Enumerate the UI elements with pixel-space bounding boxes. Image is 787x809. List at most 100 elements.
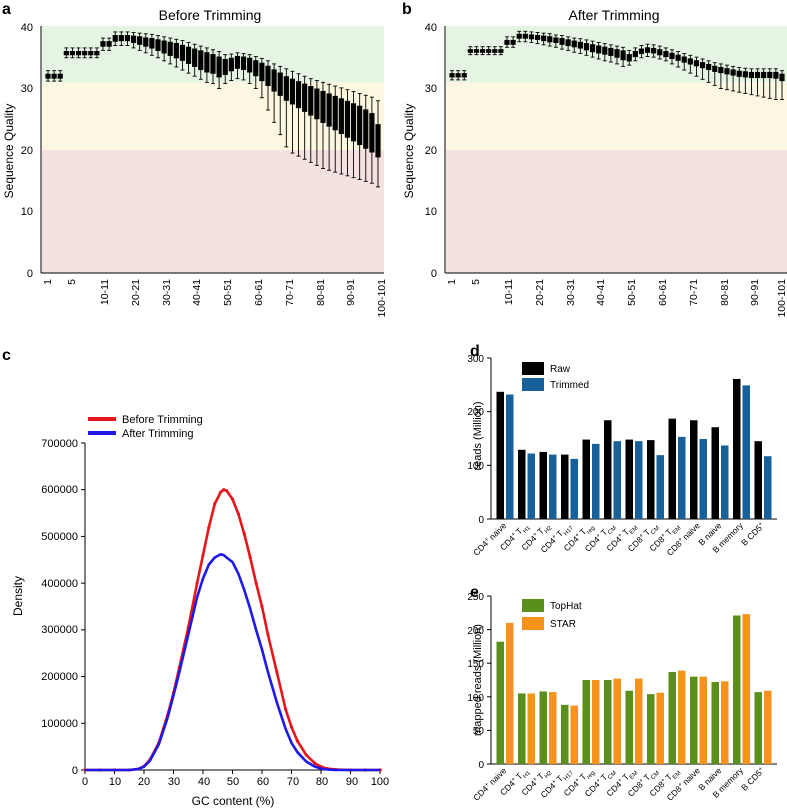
bar-star	[678, 670, 686, 764]
data-point-before	[225, 489, 229, 493]
panel-b-y-ticks: 0 10 20 30 40	[425, 22, 437, 280]
panel-d-ytick: 300	[467, 354, 484, 365]
box	[94, 50, 100, 56]
panel-c-xtick: 90	[346, 776, 358, 788]
box	[589, 44, 596, 53]
bar-tophat	[625, 690, 633, 764]
bar-raw	[582, 439, 590, 519]
line-series-before	[85, 488, 380, 772]
panel-e-ytick: 50	[473, 726, 485, 737]
panel-c-letter: c	[2, 347, 11, 364]
bar-trimmed	[527, 453, 535, 519]
panel-a-xtick: 50-51	[222, 279, 234, 306]
legend-trimmed-label: Trimmed	[550, 380, 589, 391]
panel-a-boxes	[45, 31, 381, 188]
box	[259, 62, 265, 82]
box	[761, 71, 767, 79]
line-series-after	[85, 552, 380, 772]
box	[51, 73, 57, 79]
box	[773, 71, 779, 79]
panel-d: d reads (Million) Raw Trimmed 0 100 200 …	[467, 343, 777, 558]
box	[173, 42, 179, 59]
box	[602, 46, 608, 55]
box	[779, 73, 785, 82]
panel-b-title: After Trimming	[568, 7, 659, 23]
box	[185, 46, 192, 64]
panel-d-legend: Raw Trimmed	[522, 362, 589, 391]
panel-b-xtick: 80-81	[719, 279, 731, 306]
box	[675, 54, 681, 61]
box	[687, 58, 693, 65]
legend-trimmed-swatch	[522, 378, 544, 391]
panel-c-ytick: 700000	[41, 438, 78, 450]
data-point-before	[260, 604, 264, 609]
panel-a-xtick: 1	[42, 279, 54, 285]
panel-a-xtick: 10-11	[99, 279, 111, 305]
bar-trimmed	[592, 443, 600, 519]
panel-c-lines	[83, 488, 382, 772]
box	[767, 71, 773, 79]
bar-tophat	[690, 676, 698, 764]
panel-c-ytick: 100000	[41, 718, 78, 730]
panel-a-x-ticks: 1 5 10-11 20-21 30-31 40-41 50-51 60-61 …	[42, 279, 388, 318]
data-point-before	[236, 512, 240, 516]
panel-c-ylabel: Density	[11, 576, 25, 616]
panel-c-xtick: 100	[371, 776, 389, 788]
box	[638, 48, 645, 55]
legend-star-label: STAR	[550, 619, 576, 630]
panel-c-tick-marks	[81, 442, 381, 774]
panel-c-xtick: 30	[168, 776, 180, 788]
box	[369, 113, 375, 153]
box	[198, 50, 204, 71]
bar-raw	[711, 427, 719, 519]
panel-a-xtick: 70-71	[284, 279, 296, 306]
bar-star	[613, 678, 621, 764]
panel-a-title: Before Trimming	[159, 7, 262, 23]
panel-e-ylabel: mapped reads (Million)	[472, 624, 484, 736]
panel-c-xtick: 80	[316, 776, 328, 788]
bar-raw	[733, 378, 741, 519]
data-point-before	[275, 670, 279, 674]
box	[88, 50, 94, 56]
bar-star	[764, 690, 772, 764]
data-point-before	[195, 581, 199, 585]
panel-e-ytick: 200	[467, 626, 484, 637]
box	[57, 73, 63, 79]
legend-after-label: After Trimming	[122, 428, 194, 440]
bar-raw	[668, 418, 676, 519]
panel-a-y-ticks: 0 10 20 30 40	[21, 22, 33, 280]
box	[467, 49, 473, 53]
panel-d-tick-marks	[487, 357, 491, 520]
box	[644, 47, 651, 53]
quality-zone-reasonable	[446, 82, 787, 150]
panel-c-y-ticks: 0 100000 200000 300000 400000 500000 600…	[41, 438, 78, 777]
box	[455, 73, 461, 78]
panel-b: b After Trimming Sequence Quality 0 10 2…	[402, 1, 787, 318]
box	[308, 86, 314, 116]
legend-raw-swatch	[522, 362, 544, 375]
box	[479, 49, 486, 53]
bar-trimmed	[699, 439, 707, 519]
box	[681, 56, 687, 63]
box	[663, 50, 669, 58]
panel-a-xtick: 60-61	[253, 279, 265, 306]
box	[724, 68, 730, 75]
panel-a-xtick: 90-91	[345, 279, 357, 306]
bar-star	[656, 692, 664, 764]
category-label: B CD5+	[739, 765, 767, 793]
box	[510, 39, 516, 45]
bar-raw	[690, 420, 698, 519]
box	[528, 34, 535, 40]
panel-d-ylabel: reads (Million)	[472, 401, 484, 470]
panel-b-ytick: 30	[425, 83, 437, 95]
box	[314, 88, 320, 120]
data-point-before	[213, 502, 217, 506]
panel-a-ytick: 40	[21, 22, 33, 34]
panel-b-ytick: 0	[431, 268, 437, 280]
bar-trimmed	[549, 454, 557, 519]
data-point-before	[248, 555, 252, 560]
bar-star	[635, 678, 643, 764]
panel-e-category-labels: CD4+naiveCD4+TH1CD4+TH2CD4+TH17CD4+TregC…	[471, 765, 767, 803]
box	[228, 57, 234, 72]
panel-c-ytick: 200000	[41, 671, 78, 683]
